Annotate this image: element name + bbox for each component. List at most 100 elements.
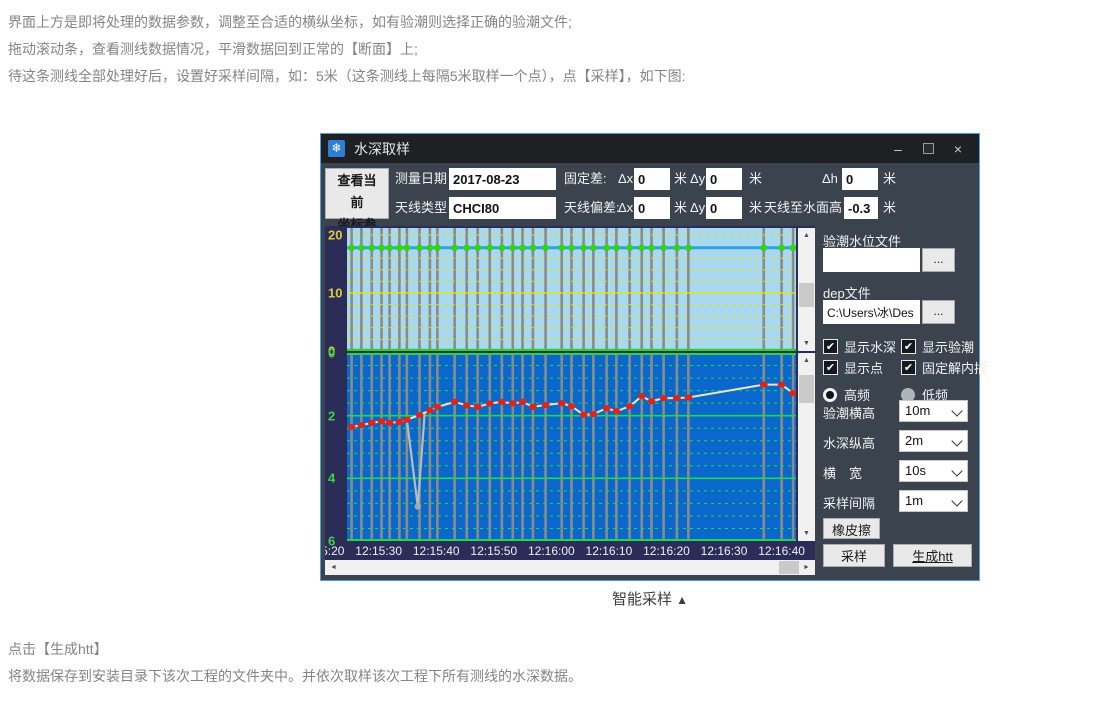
horizontal-scrollbar[interactable]: ◄ ►	[325, 560, 815, 575]
width-dropdown[interactable]: 10s	[899, 460, 968, 482]
depth-point	[625, 403, 634, 410]
tide-point	[626, 244, 634, 252]
depth-point	[395, 418, 404, 426]
depth-vscale-dropdown[interactable]: 2m	[899, 430, 968, 452]
tide-point	[529, 244, 537, 252]
close-button[interactable]: ×	[953, 140, 963, 157]
depth-point	[684, 394, 693, 401]
depth-point	[425, 407, 434, 414]
chevron-down-icon	[951, 435, 963, 447]
dropdown-value: 1m	[905, 493, 924, 508]
antenna-type-input[interactable]	[449, 197, 556, 219]
tide-point	[589, 244, 597, 252]
chevron-down-icon	[951, 495, 963, 507]
time-tick-label: 12:15:50	[470, 544, 518, 558]
scrollbar-thumb[interactable]	[799, 375, 814, 403]
date-input[interactable]	[449, 168, 556, 190]
antenna-height-label: 天线至水面高	[764, 200, 843, 215]
scrollbar-thumb[interactable]	[799, 283, 814, 307]
minimize-button[interactable]: –	[894, 140, 902, 157]
tide-point	[613, 244, 620, 252]
tide-point	[673, 244, 681, 252]
tide-point	[386, 244, 393, 252]
dh-unit: 米	[883, 171, 897, 186]
intro-text: 界面上方是即将处理的数据参数，调整至合适的横纵坐标，如有验潮则选择正确的验潮文件…	[8, 9, 685, 90]
offset-unit2: 米	[749, 200, 763, 215]
depth-point	[357, 421, 366, 429]
scroll-right-icon[interactable]: ►	[803, 564, 810, 571]
tide-point	[638, 244, 646, 252]
tide-file-browse-button[interactable]: ...	[922, 248, 955, 272]
depth-point	[485, 400, 494, 407]
scroll-up-icon[interactable]: ▲	[803, 232, 810, 239]
radio-icon[interactable]	[823, 387, 837, 402]
scrollbar-thumb[interactable]	[779, 561, 799, 574]
intro-line: 待这条测线全部处理好后，设置好采样间隔，如：5米（这条测线上每隔5米取样一个点）…	[8, 68, 686, 84]
checkbox-show-points[interactable]: ✔ 显示点	[823, 358, 883, 377]
fixed-dy-label: Δy	[690, 171, 706, 186]
radio-high-frequency[interactable]: 高频	[823, 385, 870, 404]
y-tick-label: 20	[328, 227, 343, 243]
scroll-down-icon[interactable]: ▼	[803, 340, 810, 347]
checkbox-label: 显示水深	[844, 340, 897, 355]
dh-input[interactable]	[842, 168, 878, 190]
offset-dx-input[interactable]	[634, 197, 670, 219]
chart-region: 12:15:20 12:15:30 12:15:40 12:15:50 12:16:00…	[325, 226, 815, 575]
depth-point	[579, 411, 588, 418]
checkbox-label: 显示验潮	[922, 340, 975, 355]
fixed-dx-input[interactable]	[634, 168, 670, 190]
spike-point	[414, 503, 422, 510]
checkbox-label: 显示点	[844, 361, 884, 376]
tide-vertical-scrollbar[interactable]: ▲ ▼	[798, 228, 815, 351]
scroll-down-icon[interactable]: ▼	[803, 530, 810, 537]
generate-htt-button[interactable]: 生成htt	[893, 544, 972, 567]
dep-file-input[interactable]	[823, 300, 920, 324]
fixed-dx-label: Δx	[618, 171, 634, 186]
tide-point	[403, 244, 411, 252]
depth-point	[450, 398, 459, 405]
checkbox-fixed-solution-interp[interactable]: ✔ 固定解内插	[901, 358, 987, 377]
depth-point	[659, 395, 668, 402]
collapse-arrow-icon[interactable]: ▲	[676, 593, 689, 607]
dep-file-browse-button[interactable]: ...	[922, 300, 955, 324]
checkbox-icon[interactable]: ✔	[901, 360, 916, 375]
maximize-button[interactable]	[913, 141, 943, 157]
fixed-dy-input[interactable]	[706, 168, 742, 190]
dropdown-label: 采样间隔	[823, 496, 876, 511]
eraser-button[interactable]: 橡皮擦	[823, 518, 880, 539]
y-tick-label: 0	[328, 345, 336, 361]
sample-button[interactable]: 采样	[823, 544, 885, 567]
tide-file-input[interactable]	[823, 248, 920, 272]
time-tick-label: 12:15:20	[325, 544, 345, 558]
view-coordinates-button[interactable]: 查看当前坐标参数	[325, 168, 389, 254]
y-tick-label: 4	[328, 470, 336, 486]
y-tick-label: 0	[328, 343, 336, 359]
sample-interval-dropdown[interactable]: 1m	[899, 490, 968, 512]
time-axis: 12:15:20 12:15:30 12:15:40 12:15:50 12:16:00…	[325, 543, 815, 559]
radio-icon[interactable]	[901, 387, 915, 402]
depth-point	[402, 416, 411, 423]
y-tick-label: 6	[328, 533, 336, 549]
tide-point	[789, 244, 796, 252]
intro-line: 拖动滚动条，查看测线数据情况，平滑数据回到正常的【断面】上;	[8, 41, 418, 57]
depth-point	[385, 419, 394, 426]
time-tick-label: 12:16:00	[527, 544, 575, 558]
depth-point	[541, 401, 550, 409]
checkbox-icon[interactable]: ✔	[823, 339, 838, 354]
dropdown-value: 2m	[905, 433, 924, 448]
antenna-height-input[interactable]	[844, 197, 878, 219]
dropdown-value: 10s	[905, 463, 926, 478]
checkbox-show-depth[interactable]: ✔ 显示水深	[823, 337, 896, 356]
offset-dy-input[interactable]	[706, 197, 742, 219]
tide-hscale-dropdown[interactable]: 10m	[899, 400, 968, 422]
checkbox-show-tide[interactable]: ✔ 显示验潮	[901, 337, 974, 356]
depth-vertical-scrollbar[interactable]: ▲ ▼	[798, 353, 815, 541]
radio-label: 高频	[844, 388, 871, 403]
offset-dx-label: Δx	[618, 200, 634, 215]
scroll-left-icon[interactable]: ◄	[330, 564, 337, 571]
scroll-up-icon[interactable]: ▲	[803, 357, 810, 364]
checkbox-icon[interactable]: ✔	[901, 339, 916, 354]
radio-low-frequency[interactable]: 低频	[901, 385, 948, 404]
checkbox-icon[interactable]: ✔	[823, 360, 838, 375]
smart-sampling-caption: 智能采样 ▲	[611, 591, 689, 608]
